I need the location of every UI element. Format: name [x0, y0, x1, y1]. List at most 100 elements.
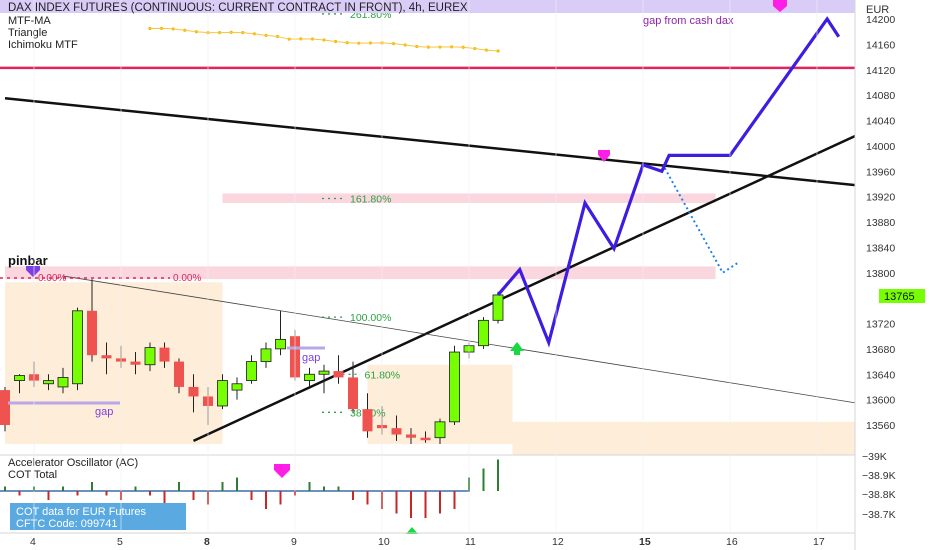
- fib-label-1: 161.80%: [350, 194, 391, 206]
- oscillator-title: Accelerator Oscillator (AC): [8, 457, 138, 469]
- price-tick-6: 13960: [866, 166, 895, 178]
- price-tick-8: 13880: [866, 217, 895, 229]
- candle-body: [406, 434, 416, 438]
- candle-15: [217, 374, 228, 410]
- fib-zero-label-a: 0.00%: [38, 273, 66, 284]
- osc-tick-0: −39K: [862, 451, 887, 463]
- candle-body: [57, 377, 69, 388]
- price-tick-3: 14080: [866, 90, 895, 102]
- candle-29: [420, 431, 431, 443]
- oscillator-bars: [4, 459, 499, 518]
- candle-body: [101, 355, 112, 359]
- candle-24: [348, 361, 358, 413]
- candle-body: [72, 310, 83, 385]
- osc-tick-1: −38.9K: [862, 470, 896, 482]
- indicator-triangle: Triangle: [8, 27, 47, 39]
- time-tick-1: 5: [117, 536, 123, 548]
- cot-info-box: [10, 503, 186, 530]
- candle-34: [492, 291, 504, 324]
- candle-body: [0, 390, 10, 425]
- candle-1: [14, 374, 25, 394]
- time-tick-9: 17: [813, 536, 825, 548]
- zone-2: [5, 282, 223, 445]
- candle-0: [0, 386, 10, 432]
- candle-body: [188, 386, 199, 397]
- fib-label-2: 100.00%: [350, 312, 391, 324]
- pinbar-label: pinbar: [8, 253, 48, 268]
- candle-31: [449, 345, 460, 425]
- zone-1: [5, 266, 716, 280]
- support-arrow-icon: [510, 342, 524, 355]
- cot-total-title: COT Total: [8, 469, 57, 481]
- pinbar-marker-icon: [26, 266, 40, 277]
- candle-body: [159, 347, 170, 362]
- chart-title: DAX INDEX FUTURES (CONTINUOUS: CURRENT C…: [8, 2, 468, 14]
- candle-28: [406, 428, 416, 445]
- time-tick-4: 10: [378, 536, 390, 548]
- candle-19: [275, 310, 286, 356]
- time-tick-8: 16: [726, 536, 738, 548]
- price-tick-11: 13720: [866, 319, 895, 331]
- candles: [0, 279, 504, 445]
- price-tick-0: 14200: [866, 14, 895, 26]
- gap-label-1: gap: [95, 406, 113, 418]
- candle-13: [188, 374, 199, 413]
- candle-body: [492, 294, 504, 321]
- indicator-ichimoku: Ichimoku MTF: [8, 39, 78, 51]
- candle-body: [246, 361, 257, 381]
- time-tick-0: 4: [30, 536, 36, 548]
- candle-11: [159, 342, 170, 368]
- price-tick-7: 13920: [866, 192, 895, 204]
- price-tick-4: 14040: [866, 116, 895, 128]
- gap-label-2: gap: [302, 352, 320, 364]
- price-ticks: 14200 14160 14120 14080 14040 14000 13960 13920…: [866, 14, 895, 432]
- candle-body: [217, 380, 228, 407]
- candle-33: [478, 317, 489, 349]
- candle-4: [57, 367, 69, 394]
- oscillator-arrow-icon: [406, 527, 418, 534]
- oscillator-marker-icon: [274, 464, 290, 478]
- price-tick-15: 13560: [866, 420, 895, 432]
- candle-16: [231, 377, 243, 400]
- candle-body: [14, 375, 25, 381]
- candle-body: [420, 437, 431, 441]
- top-marker-icon: [598, 150, 610, 162]
- candle-23: [333, 355, 344, 384]
- time-ticks: 4 5 8 9 10 11 12 15 16 17: [30, 0, 825, 548]
- candle-body: [260, 348, 272, 362]
- candle-body: [449, 351, 460, 423]
- candle-body: [304, 373, 315, 381]
- time-tick-2: 8: [204, 536, 210, 548]
- candle-30: [434, 418, 446, 445]
- gap-from-cash-label: gap from cash dax: [643, 15, 734, 27]
- candle-3: [43, 374, 54, 391]
- candle-body: [478, 319, 489, 347]
- candle-body: [43, 380, 54, 385]
- candle-body: [87, 310, 97, 356]
- candle-21: [304, 367, 315, 387]
- zone-right-band: [512, 421, 855, 455]
- candle-body: [275, 338, 286, 350]
- candle-body: [318, 370, 330, 375]
- candle-5: [72, 307, 83, 391]
- candle-6: [87, 279, 97, 362]
- current-price-badge: [879, 289, 925, 303]
- osc-tick-3: −38.7K: [862, 509, 896, 521]
- candle-body: [434, 421, 446, 439]
- price-axis: [855, 0, 932, 550]
- price-tick-10: 13800: [866, 268, 895, 280]
- candle-18: [260, 342, 272, 368]
- title-bar: [0, 0, 855, 13]
- price-tick-12: 13680: [866, 344, 895, 356]
- candle-body: [130, 361, 141, 365]
- fib-label-3: 61.80%: [365, 369, 401, 381]
- price-tick-5: 14000: [866, 141, 895, 153]
- ma-dot: [496, 49, 500, 53]
- trendline-rising: [192, 125, 876, 442]
- current-price-value: 13765: [884, 291, 915, 303]
- time-tick-3: 9: [291, 536, 297, 548]
- dotted-alternative-path: [663, 167, 738, 275]
- candle-body: [231, 383, 243, 391]
- candle-7: [101, 342, 112, 375]
